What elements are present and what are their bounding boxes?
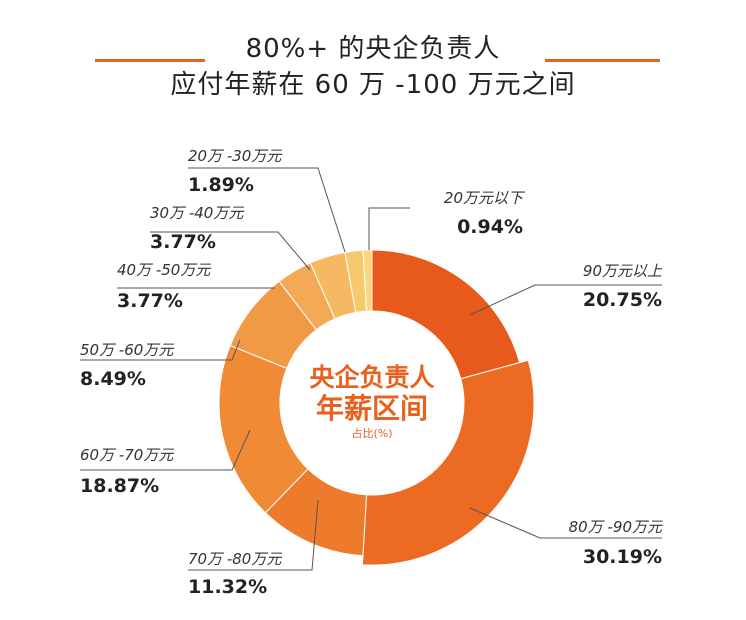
slice-label-value: 20.75% xyxy=(583,289,662,311)
slice-label-name: 20万元以下 xyxy=(444,189,526,207)
slice-label-name: 60万 -70万元 xyxy=(80,446,174,464)
donut-slice xyxy=(371,249,521,380)
slice-label-value: 3.77% xyxy=(150,231,216,253)
slice-label-name: 20万 -30万元 xyxy=(188,147,282,165)
leader-line xyxy=(80,429,251,471)
leader-line xyxy=(469,507,662,539)
slice-label-name: 40万 -50万元 xyxy=(117,261,211,279)
leader-lines xyxy=(80,167,662,571)
leader-line xyxy=(80,339,241,361)
slice-label-value: 1.89% xyxy=(188,174,254,196)
slice-label-value: 3.77% xyxy=(117,290,183,312)
leader-line xyxy=(188,167,346,253)
slice-label-name: 80万 -90万元 xyxy=(569,518,663,536)
chart-title-line1: 80%+ 的央企负责人 xyxy=(245,34,501,64)
center-label-line2: 年薪区间 xyxy=(316,392,428,425)
slice-label-name: 70万 -80万元 xyxy=(188,550,282,568)
donut-slice xyxy=(361,359,535,566)
slice-labels: 90万元以上 20.75% 80万 -90万元 30.19% 70万 -80万元 11.3… xyxy=(80,147,663,598)
center-label-line1: 央企负责人 xyxy=(309,363,434,392)
slice-label-value: 11.32% xyxy=(188,576,267,598)
donut-slice xyxy=(362,249,373,312)
leader-line xyxy=(188,499,319,571)
title-rule-left xyxy=(95,59,205,62)
donut-slices xyxy=(218,249,535,566)
title-rule-right xyxy=(545,59,660,62)
slice-label-name: 50万 -60万元 xyxy=(80,341,174,359)
slice-label-value: 8.49% xyxy=(80,368,146,390)
leader-line xyxy=(368,207,410,250)
slice-label-name: 30万 -40万元 xyxy=(150,204,244,222)
slice-label-name: 90万元以上 xyxy=(583,262,663,280)
slice-label-value: 18.87% xyxy=(80,475,159,497)
slice-label-value: 0.94% xyxy=(457,216,523,238)
leader-line xyxy=(469,284,662,316)
chart-title-line2: 应付年薪在 60 万 -100 万元之间 xyxy=(170,70,576,100)
leader-line xyxy=(150,231,311,271)
slice-label-value: 30.19% xyxy=(583,546,662,568)
center-label-line3: 占比(%) xyxy=(351,426,392,440)
donut-center-label: 央企负责人 年薪区间 占比(%) xyxy=(309,363,434,440)
